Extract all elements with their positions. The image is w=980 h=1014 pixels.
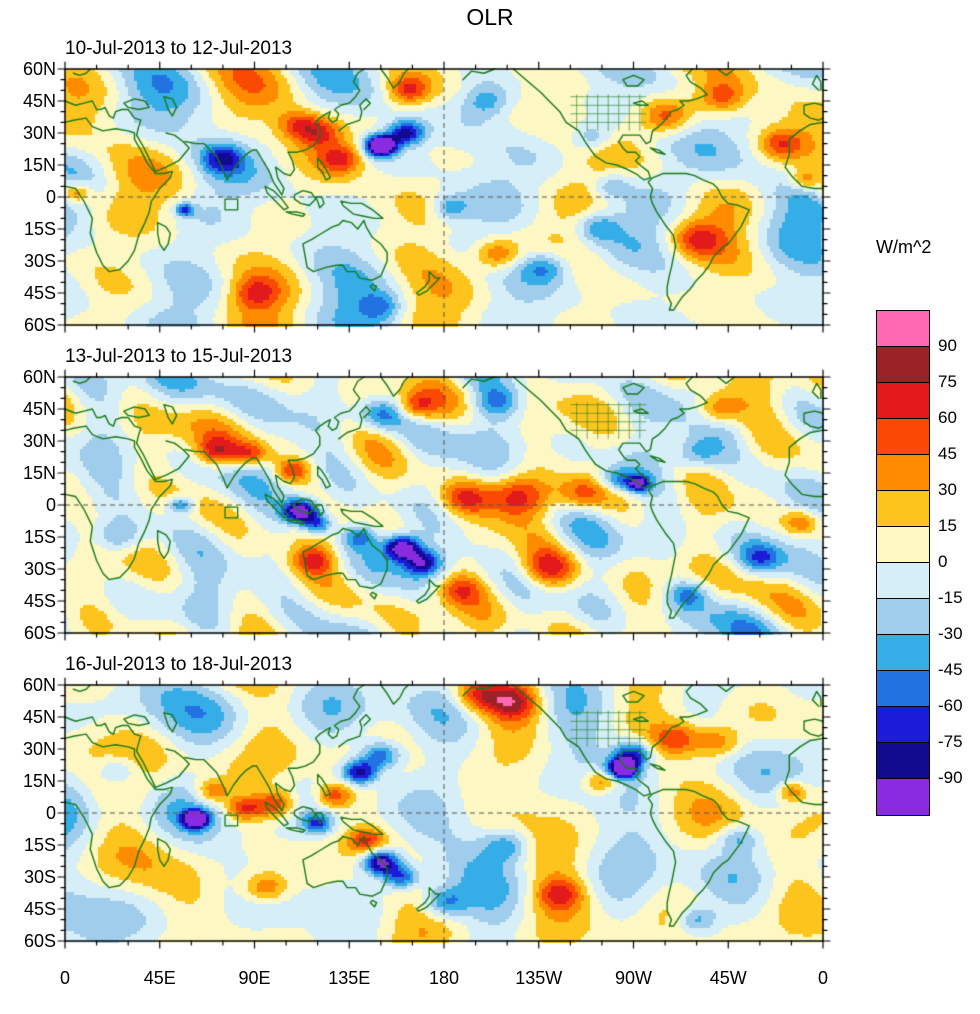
colorbar-cell: [877, 347, 929, 383]
colorbar-cell: [877, 779, 929, 815]
y-tick-label: 0: [45, 803, 56, 823]
y-tick-label: 30S: [23, 559, 56, 579]
colorbar-tick-label: -45: [938, 660, 963, 679]
y-tick-label: 30N: [22, 123, 56, 143]
y-tick-label: 60N: [22, 675, 56, 695]
panel-3-title: 16-Jul-2013 to 18-Jul-2013: [65, 654, 293, 675]
colorbar-cell: [877, 383, 929, 419]
y-tick-label: 45S: [23, 591, 56, 611]
x-tick-label: 45W: [709, 968, 747, 988]
colorbar-tick-label: 75: [938, 372, 957, 391]
y-tick-label: 15S: [23, 835, 56, 855]
chart-title: OLR: [466, 4, 514, 30]
y-tick-label: 30N: [22, 739, 56, 759]
y-tick-label: 45N: [22, 707, 56, 727]
map-panel-3: [53, 673, 835, 953]
x-tick-label: 135E: [328, 968, 371, 988]
y-tick-label: 30S: [23, 251, 56, 271]
panel-2-title: 13-Jul-2013 to 15-Jul-2013: [65, 346, 293, 367]
x-tick-label: 135W: [515, 968, 563, 988]
y-tick-label: 60N: [22, 59, 56, 79]
y-tick-label: 45S: [23, 899, 56, 919]
x-tick-label: 0: [59, 968, 70, 988]
colorbar-cell: [877, 743, 929, 779]
y-tick-label: 15N: [22, 771, 56, 791]
y-tick-label: 60S: [23, 931, 56, 951]
x-tick-label: 90W: [614, 968, 652, 988]
colorbar-cell: [877, 599, 929, 635]
colorbar-tick-label: -90: [938, 768, 963, 787]
y-tick-label: 15S: [23, 219, 56, 239]
y-tick-label: 60S: [23, 315, 56, 335]
colorbar-title: W/m^2: [876, 237, 932, 257]
y-tick-label: 15N: [22, 155, 56, 175]
colorbar-cell: [877, 455, 929, 491]
colorbar-cell: [877, 671, 929, 707]
colorbar-tick-label: -60: [938, 696, 963, 715]
panel-1-title: 10-Jul-2013 to 12-Jul-2013: [65, 38, 293, 59]
y-tick-label: 60S: [23, 623, 56, 643]
colorbar-tick-label: -30: [938, 624, 963, 643]
colorbar-tick-label: 45: [938, 444, 957, 463]
x-tick-label: 180: [428, 968, 460, 988]
map-panel-1: [53, 57, 835, 337]
colorbar-cell: [877, 527, 929, 563]
y-tick-label: 45S: [23, 283, 56, 303]
x-tick-label: 90E: [238, 968, 271, 988]
colorbar-tick-label: 60: [938, 408, 957, 427]
y-tick-label: 45N: [22, 91, 56, 111]
y-tick-label: 45N: [22, 399, 56, 419]
colorbar-cell: [877, 707, 929, 743]
y-tick-label: 0: [45, 187, 56, 207]
y-tick-label: 15N: [22, 463, 56, 483]
colorbar-cell: [877, 311, 929, 347]
colorbar-cell: [877, 635, 929, 671]
colorbar-tick-label: -15: [938, 588, 963, 607]
colorbar-tick-label: 0: [938, 552, 948, 571]
colorbar-tick-label: 90: [938, 336, 957, 355]
x-tick-label: 45E: [143, 968, 176, 988]
x-tick-label: 0: [817, 968, 828, 988]
y-tick-label: 30N: [22, 431, 56, 451]
y-tick-label: 30S: [23, 867, 56, 887]
colorbar-tick-label: 30: [938, 480, 957, 499]
colorbar-cell: [877, 491, 929, 527]
colorbar-cell: [877, 419, 929, 455]
colorbar-cell: [877, 563, 929, 599]
map-panel-2: [53, 365, 835, 645]
colorbar-tick-label: 15: [938, 516, 957, 535]
colorbar-tick-label: -75: [938, 732, 963, 751]
y-tick-label: 60N: [22, 367, 56, 387]
y-tick-label: 15S: [23, 527, 56, 547]
colorbar: [876, 310, 930, 816]
y-tick-label: 0: [45, 495, 56, 515]
